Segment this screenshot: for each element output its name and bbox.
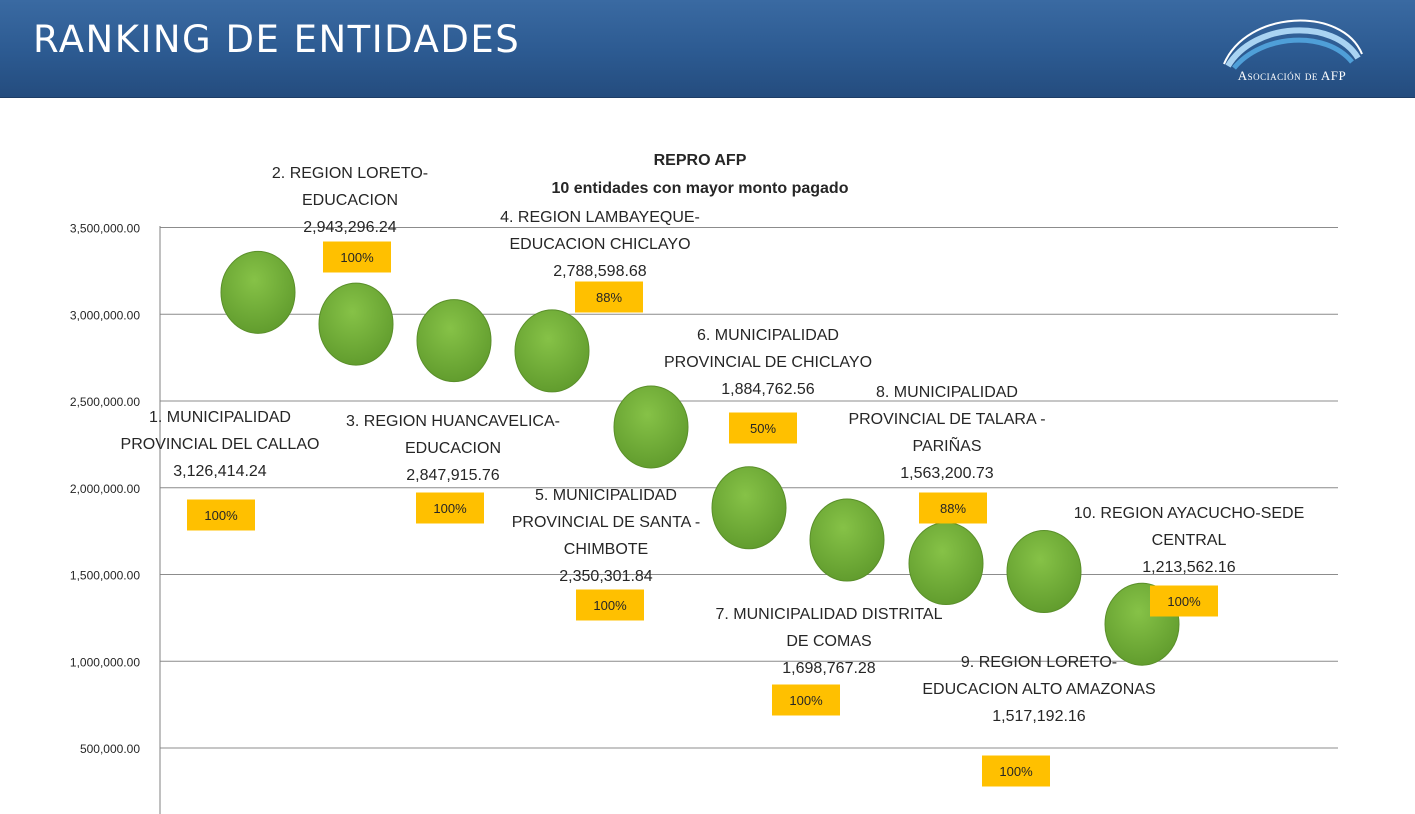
percent-badge-label: 100% bbox=[204, 508, 238, 523]
y-tick-label: 2,500,000.00 bbox=[70, 395, 140, 409]
afp-logo: Asociación de AFP bbox=[1212, 8, 1372, 92]
data-label-line: 8. MUNICIPALIDAD bbox=[876, 384, 1018, 401]
data-point bbox=[318, 282, 394, 366]
chart: REPRO AFP 10 entidades con mayor monto p… bbox=[70, 152, 1338, 814]
data-label-line: PROVINCIAL DEL CALLAO bbox=[121, 436, 320, 453]
data-label-line: EDUCACION bbox=[302, 192, 398, 209]
percent-badge-label: 50% bbox=[750, 421, 776, 436]
header-banner: RANKING DE ENTIDADES Asociación de AFP bbox=[0, 0, 1415, 98]
data-label-line: 7. MUNICIPALIDAD DISTRITAL bbox=[716, 606, 943, 623]
percent-badge-label: 100% bbox=[999, 764, 1033, 779]
percent-badge bbox=[416, 492, 484, 524]
data-label-line: 3,126,414.24 bbox=[173, 463, 267, 480]
y-axis: 500,000.00 1,000,000.00 1,500,000.00 2,000,… bbox=[70, 222, 161, 814]
data-points bbox=[220, 250, 1180, 666]
percent-badge bbox=[982, 755, 1050, 787]
afp-arc-logo-icon bbox=[1223, 19, 1363, 70]
y-tick-label: 1,500,000.00 bbox=[70, 569, 140, 583]
data-label-line: 1. MUNICIPALIDAD bbox=[149, 409, 291, 426]
data-label-line: 2,943,296.24 bbox=[303, 219, 397, 236]
y-tick-label: 2,000,000.00 bbox=[70, 482, 140, 496]
data-labels: 1. MUNICIPALIDAD PROVINCIAL DEL CALLAO 3,1… bbox=[121, 165, 1305, 787]
y-tick-label: 3,000,000.00 bbox=[70, 308, 140, 322]
percent-badge bbox=[575, 281, 643, 313]
data-label-line: CHIMBOTE bbox=[564, 541, 648, 558]
percent-badge bbox=[187, 499, 255, 531]
data-point bbox=[514, 309, 590, 393]
data-label-line: DE COMAS bbox=[786, 633, 871, 650]
data-point bbox=[711, 466, 787, 550]
data-label-line: CENTRAL bbox=[1152, 532, 1227, 549]
data-point bbox=[416, 299, 492, 383]
percent-badge-label: 100% bbox=[1167, 594, 1201, 609]
data-point bbox=[809, 498, 885, 582]
percent-badge-label: 100% bbox=[593, 598, 627, 613]
data-label-line: 2,847,915.76 bbox=[406, 467, 500, 484]
percent-badge-label: 88% bbox=[596, 290, 622, 305]
percent-badge-label: 100% bbox=[340, 250, 374, 265]
data-label-line: 1,884,762.56 bbox=[721, 381, 815, 398]
data-label-line: 3. REGION HUANCAVELICA- bbox=[346, 413, 560, 430]
data-label-line: 2,350,301.84 bbox=[559, 568, 653, 585]
percent-badge bbox=[323, 241, 391, 273]
y-tick-label: 1,000,000.00 bbox=[70, 655, 140, 669]
percent-badge-label: 100% bbox=[433, 501, 467, 516]
data-label-line: EDUCACION CHICLAYO bbox=[509, 236, 690, 253]
data-label-line: EDUCACION ALTO AMAZONAS bbox=[922, 681, 1155, 698]
data-label-line: PROVINCIAL DE CHICLAYO bbox=[664, 354, 872, 371]
data-label-line: 1,698,767.28 bbox=[782, 660, 876, 677]
percent-badge bbox=[729, 412, 797, 444]
data-label-line: 4. REGION LAMBAYEQUE- bbox=[500, 209, 700, 226]
chart-title: REPRO AFP bbox=[654, 152, 747, 169]
data-label-line: PROVINCIAL DE SANTA - bbox=[512, 514, 700, 531]
data-label-line: PROVINCIAL DE TALARA - bbox=[848, 411, 1045, 428]
data-point bbox=[1006, 530, 1082, 614]
data-label-line: 1,517,192.16 bbox=[992, 708, 1086, 725]
percent-badge-label: 100% bbox=[789, 693, 823, 708]
page-title: RANKING DE ENTIDADES bbox=[33, 18, 521, 61]
data-label-line: 10. REGION AYACUCHO-SEDE bbox=[1074, 505, 1305, 522]
percent-badge bbox=[919, 492, 987, 524]
data-label-line: 5. MUNICIPALIDAD bbox=[535, 487, 677, 504]
chart-subtitle: 10 entidades con mayor monto pagado bbox=[552, 180, 849, 197]
logo-text: Asociación de AFP bbox=[1237, 68, 1347, 83]
percent-badge bbox=[576, 589, 644, 621]
percent-badge bbox=[772, 684, 840, 716]
data-label-line: EDUCACION bbox=[405, 440, 501, 457]
data-label-line: PARIÑAS bbox=[912, 435, 981, 455]
data-label-line: 2. REGION LORETO- bbox=[272, 165, 428, 182]
y-tick-label: 500,000.00 bbox=[80, 742, 140, 756]
percent-badge bbox=[1150, 585, 1218, 617]
data-label-line: 9. REGION LORETO- bbox=[961, 654, 1117, 671]
data-point bbox=[613, 385, 689, 469]
data-point bbox=[220, 250, 296, 334]
data-label-line: 6. MUNICIPALIDAD bbox=[697, 327, 839, 344]
data-point bbox=[908, 522, 984, 606]
data-label-line: 1,563,200.73 bbox=[900, 465, 994, 482]
y-tick-label: 3,500,000.00 bbox=[70, 222, 140, 236]
data-label-line: 1,213,562.16 bbox=[1142, 559, 1236, 576]
percent-badge-label: 88% bbox=[940, 501, 966, 516]
data-label-line: 2,788,598.68 bbox=[553, 263, 647, 280]
